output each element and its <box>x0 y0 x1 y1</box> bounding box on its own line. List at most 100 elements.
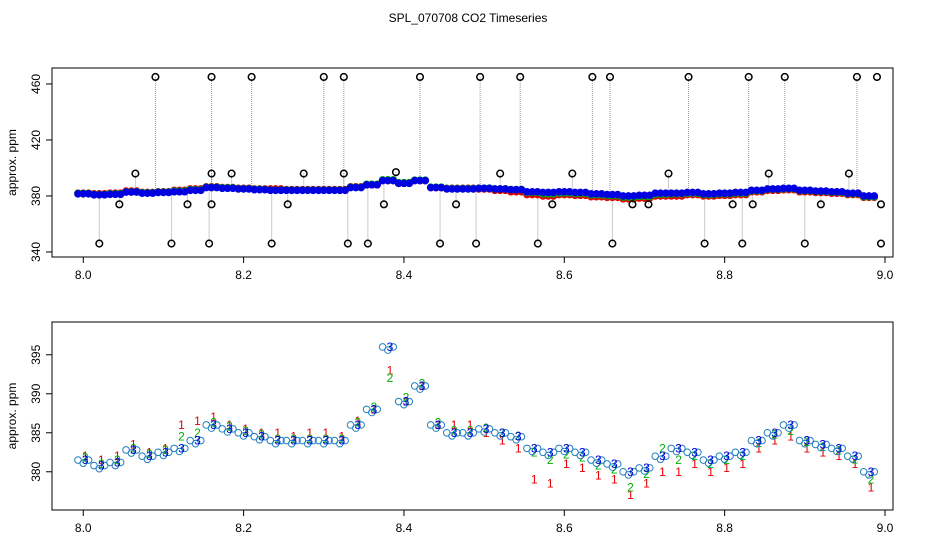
point-symbol: 2 <box>355 416 362 430</box>
outlier-point <box>876 200 886 209</box>
point-symbol: 1 <box>499 434 506 448</box>
point <box>838 444 846 453</box>
point-symbol: 2 <box>723 453 730 467</box>
y-tick-label: 390 <box>29 383 43 403</box>
outlier-point <box>496 169 505 178</box>
point-symbol: 2 <box>451 423 458 437</box>
point-symbol: 1 <box>611 473 618 487</box>
x-tick-label: 9.0 <box>877 268 894 282</box>
point-symbol: 1 <box>803 441 810 455</box>
point-symbol: 2 <box>258 427 265 441</box>
point-symbol: 1 <box>467 418 474 432</box>
point-symbol: 1 <box>595 469 602 483</box>
outlier-point <box>852 72 861 82</box>
outlier-point <box>95 239 104 248</box>
point <box>261 432 269 441</box>
outlier-point <box>167 239 176 248</box>
outlier-point <box>339 169 348 178</box>
point <box>742 448 750 457</box>
point-symbol: 3 <box>595 453 602 467</box>
point-symbol: 2 <box>836 444 843 458</box>
point <box>164 448 173 457</box>
point-symbol: 3 <box>707 453 714 467</box>
outlier-point <box>844 169 853 178</box>
outlier-point <box>343 239 352 248</box>
point-symbol: 1 <box>178 418 185 432</box>
point-symbol: 3 <box>723 449 730 463</box>
outlier-point <box>339 72 348 82</box>
point <box>132 446 141 454</box>
point <box>662 452 670 460</box>
point-symbol: 1 <box>820 445 827 459</box>
point-symbol: 3 <box>547 445 554 459</box>
x-tick-label: 8.8 <box>716 521 733 535</box>
point-symbol: 3 <box>531 441 538 455</box>
x-tick-label: 8.4 <box>396 521 413 535</box>
point-symbol: 1 <box>130 437 137 451</box>
point-symbol: 2 <box>868 473 875 487</box>
x-tick-label: 8.8 <box>716 268 733 282</box>
point <box>357 421 365 429</box>
point <box>84 456 93 464</box>
point <box>581 448 590 457</box>
point-symbol: 3 <box>643 461 650 475</box>
x-tick-label: 8.6 <box>556 268 573 282</box>
point <box>549 448 558 457</box>
point <box>341 436 349 445</box>
point-symbol: 3 <box>274 434 281 448</box>
point-symbol: 1 <box>451 418 458 432</box>
point <box>790 421 798 429</box>
outlier-point <box>748 200 757 209</box>
point <box>758 436 766 445</box>
point <box>421 176 430 185</box>
outlier-point <box>876 239 886 248</box>
outlier-point <box>628 200 637 209</box>
point-symbol: 1 <box>531 473 538 487</box>
point-symbol: 1 <box>643 476 650 490</box>
outlier-point <box>379 200 388 209</box>
point-symbol: 3 <box>627 465 634 479</box>
outlier-point <box>131 169 140 178</box>
point <box>197 436 205 445</box>
outlier-point <box>115 200 124 209</box>
plot-frame <box>51 321 894 511</box>
outlier-point <box>816 200 825 209</box>
point-symbol: 3 <box>836 441 843 455</box>
point-symbol: 1 <box>290 430 297 444</box>
outlier-point <box>207 200 216 209</box>
outlier-point <box>800 239 809 248</box>
point <box>806 436 814 445</box>
point-symbol: 1 <box>852 457 859 471</box>
point <box>389 343 398 351</box>
point-symbol: 3 <box>659 449 666 463</box>
y-tick-label: 395 <box>29 344 43 364</box>
point-symbol: 2 <box>659 441 666 455</box>
outlier-point <box>472 239 481 248</box>
point-symbol: 1 <box>210 410 217 424</box>
plot-frame <box>51 67 894 258</box>
point-symbol: 2 <box>547 453 554 467</box>
point <box>293 436 301 445</box>
point-symbol: 2 <box>419 377 426 391</box>
point-symbol: 1 <box>146 445 153 459</box>
point-symbol: 3 <box>868 465 875 479</box>
point <box>501 428 510 437</box>
point-symbol: 3 <box>515 430 522 444</box>
point-symbol: 1 <box>836 449 843 463</box>
point-symbol: 3 <box>162 445 169 459</box>
point-symbol: 2 <box>226 420 233 434</box>
point-symbol: 2 <box>531 445 538 459</box>
point-symbol: 2 <box>467 423 474 437</box>
point-symbol: 1 <box>723 461 730 475</box>
point-symbol: 1 <box>226 418 233 432</box>
outlier-point <box>516 72 525 82</box>
point <box>213 421 221 429</box>
point-symbol: 1 <box>563 457 570 471</box>
point-symbol: 3 <box>82 453 89 467</box>
point <box>325 436 333 445</box>
point-symbol: 2 <box>178 430 185 444</box>
point-symbol: 1 <box>98 453 105 467</box>
outlier-point <box>435 239 445 248</box>
outlier-point <box>267 239 276 248</box>
point-symbol: 3 <box>499 426 506 440</box>
